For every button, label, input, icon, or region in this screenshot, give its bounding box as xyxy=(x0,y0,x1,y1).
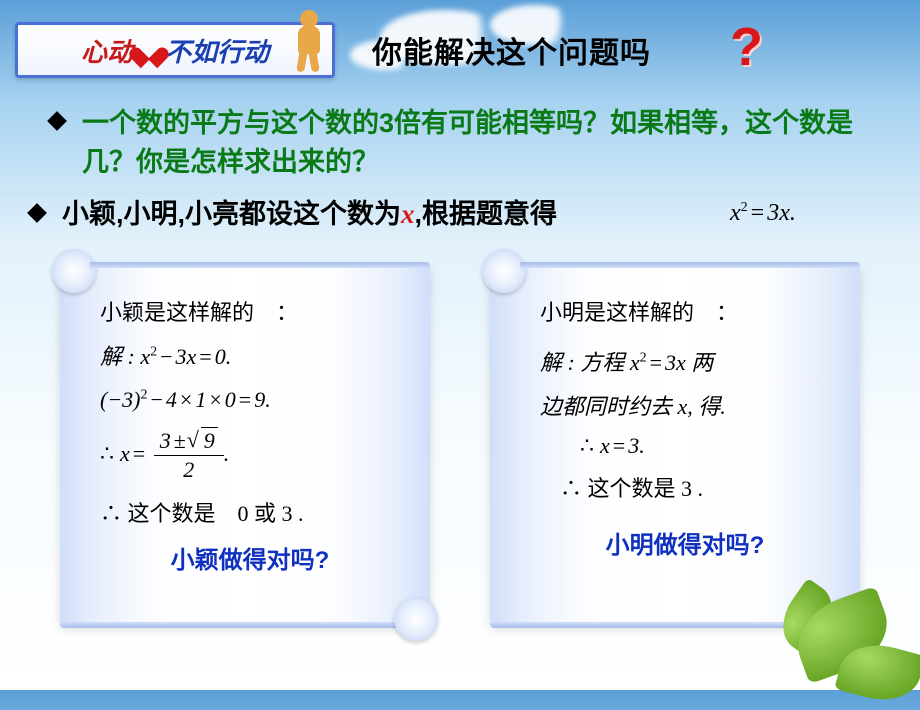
title-question: 你能解决这个问题吗 xyxy=(372,28,651,72)
xiaoying-check: 小颖做得对吗? xyxy=(100,540,400,575)
problem-row: 一个数的平方与这个数的3倍有可能相等吗？如果相等，这个数是几？你是怎样求出来的？ xyxy=(50,104,902,182)
problem-text: 一个数的平方与这个数的3倍有可能相等吗？如果相等，这个数是几？你是怎样求出来的？ xyxy=(82,104,902,182)
xiaoying-step3: ∴x= 3±9 2 . xyxy=(100,429,400,482)
motto-part1: 心动 xyxy=(81,32,133,69)
solution-scroll-xiaoying: 小颖是这样解的 ： 解 : x2−3x=0. (−3)2−4×1×0=9. ∴x… xyxy=(60,265,430,625)
xiaoying-result: ∴ 这个数是 0 或 3 . xyxy=(100,496,400,528)
decorative-leaves xyxy=(750,550,920,710)
setup-post: ,根据题意得 xyxy=(415,199,558,229)
bullet-diamond-icon xyxy=(27,203,47,223)
xiaoming-header: 小明是这样解的 ： xyxy=(540,295,830,327)
xiaoying-header: 小颖是这样解的 ： xyxy=(100,295,400,327)
xiaoying-step2: (−3)2−4×1×0=9. xyxy=(100,387,400,413)
motto-part2: 不如行动 xyxy=(165,32,269,69)
thinking-figure-icon xyxy=(280,10,335,80)
setup-text: 小颖,小明,小亮都设这个数为x,根据题意得 xyxy=(62,196,557,234)
bullet-diamond-icon xyxy=(47,111,67,131)
question-mark-icon: ? xyxy=(730,16,763,78)
setup-row: 小颖,小明,小亮都设这个数为x,根据题意得 xyxy=(30,196,557,234)
heart-icon xyxy=(137,39,161,61)
xiaoming-step1a: 解 : 方程 x2=3x 两 xyxy=(540,345,830,377)
xiaoming-result: ∴ 这个数是 3 . xyxy=(540,471,830,503)
setup-pre: 小颖,小明,小亮都设这个数为 xyxy=(62,199,401,229)
xiaoming-step1b: 边都同时约去 x, 得. xyxy=(540,389,830,421)
xiaoming-step2: ∴x=3. xyxy=(540,433,830,459)
setup-var: x xyxy=(401,199,415,229)
xiaoying-step1: 解 : x2−3x=0. xyxy=(100,339,400,371)
main-equation: x2=3x. xyxy=(730,200,796,227)
